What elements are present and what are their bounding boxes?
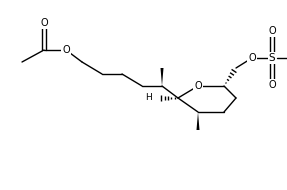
Polygon shape [197,112,199,130]
Text: O: O [194,81,202,91]
Text: S: S [269,53,275,63]
Text: H: H [145,93,152,102]
Text: O: O [268,26,276,36]
Text: O: O [40,18,48,28]
Text: O: O [248,53,256,63]
Polygon shape [160,68,164,86]
Text: O: O [268,80,276,90]
Text: O: O [62,45,70,55]
